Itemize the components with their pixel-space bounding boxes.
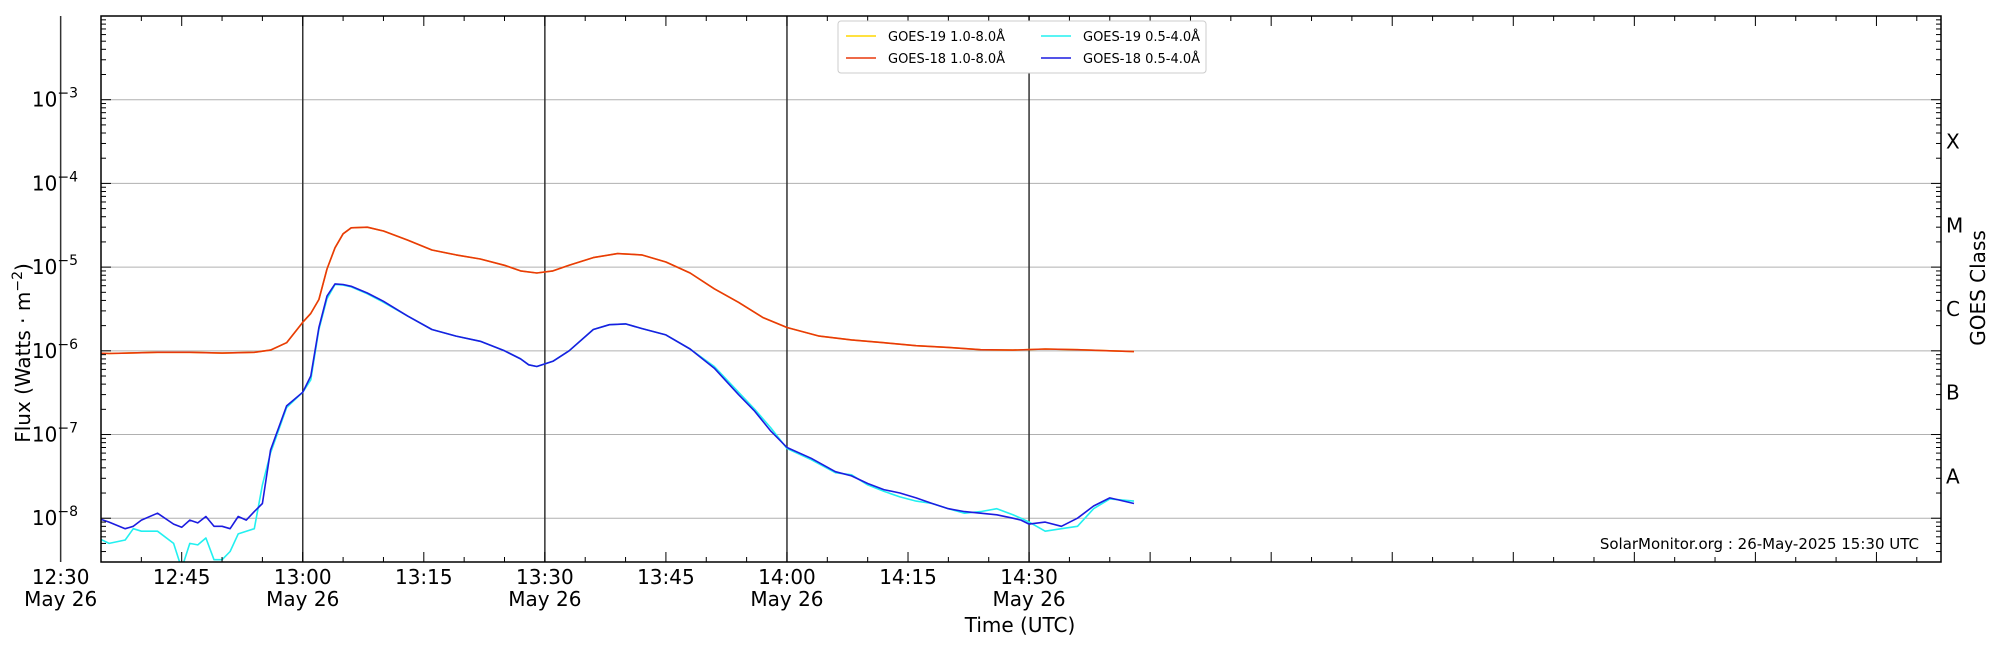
x-tick-label: 12:30 <box>32 565 90 589</box>
series-line-3 <box>101 283 1135 530</box>
y-tick-label: 10−7 <box>32 421 78 447</box>
x-tick-date-label: May 26 <box>508 587 581 611</box>
credit-text: SolarMonitor.org : 26-May-2025 15:30 UTC <box>1600 535 1919 553</box>
y-tick-label: 10−6 <box>32 337 78 363</box>
legend-label: GOES-18 1.0-8.0Å <box>888 51 1005 67</box>
y-axis-title: Flux (Watts · m−2) <box>10 263 35 443</box>
x-axis-title: Time (UTC) <box>964 613 1076 637</box>
y-tick-label: 10−5 <box>32 253 78 279</box>
legend-box <box>837 20 1207 74</box>
goes-class-label: A <box>1946 464 1960 488</box>
x-tick-label: 13:15 <box>395 565 453 589</box>
x-tick-date-label: May 26 <box>266 587 339 611</box>
x-tick-label: 13:00 <box>274 565 332 589</box>
legend: GOES-19 1.0-8.0Å GOES-18 1.0-8.0Å GOES-19 … <box>837 20 1207 74</box>
gridlines <box>101 99 1941 519</box>
x-tick-label: 14:30 <box>1000 565 1058 589</box>
x-tick-date-label: May 26 <box>24 587 97 611</box>
x-tick-label: 12:45 <box>153 565 211 589</box>
y-tick-label: 10−3 <box>32 86 78 112</box>
goes-class-label: C <box>1946 297 1960 321</box>
x-tick-date-label: May 26 <box>750 587 823 611</box>
goes-class-axis-title: GOES Class <box>1966 230 1990 346</box>
vertical-day-lines <box>59 16 1030 562</box>
x-tick-label: 14:00 <box>758 565 816 589</box>
series-line-1 <box>101 226 1135 355</box>
series-lines <box>101 226 1135 562</box>
legend-label: GOES-18 0.5-4.0Å <box>1083 51 1200 67</box>
x-tick-label: 13:45 <box>637 565 695 589</box>
goes-class-label: M <box>1946 213 1963 237</box>
plot-area <box>101 226 1135 562</box>
y-tick-label: 10−4 <box>32 169 78 195</box>
goes-class-label: X <box>1946 130 1960 154</box>
legend-label: GOES-19 0.5-4.0Å <box>1083 29 1200 45</box>
legend-label: GOES-19 1.0-8.0Å <box>888 29 1005 45</box>
x-tick-date-label: May 26 <box>992 587 1065 611</box>
y-tick-label: 10−8 <box>32 504 78 530</box>
x-tick-label: 14:15 <box>879 565 937 589</box>
x-tick-label: 13:30 <box>516 565 574 589</box>
goes-class-label: B <box>1946 381 1960 405</box>
plot-frame <box>100 15 1942 563</box>
